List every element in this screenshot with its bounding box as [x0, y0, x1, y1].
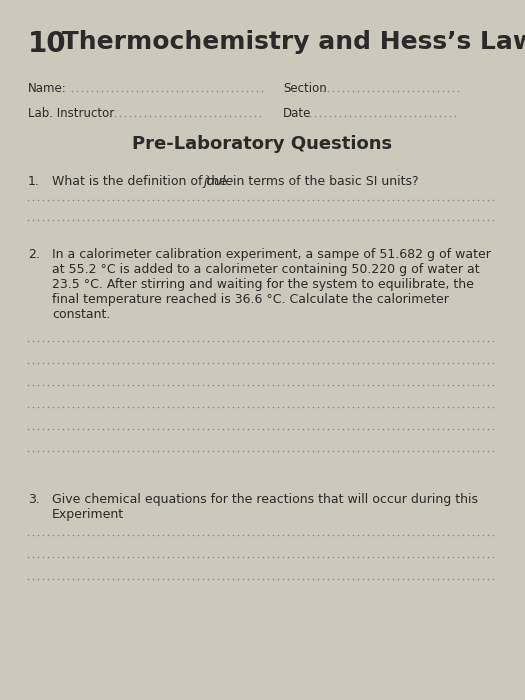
- Text: 23.5 °C. After stirring and waiting for the system to equilibrate, the: 23.5 °C. After stirring and waiting for …: [52, 278, 474, 291]
- Text: in terms of the basic SI units?: in terms of the basic SI units?: [229, 175, 418, 188]
- Text: joule: joule: [204, 175, 234, 188]
- Text: 10: 10: [28, 30, 67, 58]
- Text: 1.: 1.: [28, 175, 40, 188]
- Text: Thermochemistry and Hess’s Law: Thermochemistry and Hess’s Law: [53, 30, 525, 54]
- Text: Experiment: Experiment: [52, 508, 124, 521]
- Text: Pre-Laboratory Questions: Pre-Laboratory Questions: [132, 135, 392, 153]
- Text: 3.: 3.: [28, 493, 40, 506]
- Text: constant.: constant.: [52, 308, 110, 321]
- Text: What is the definition of the: What is the definition of the: [52, 175, 231, 188]
- Text: at 55.2 °C is added to a calorimeter containing 50.220 g of water at: at 55.2 °C is added to a calorimeter con…: [52, 263, 480, 276]
- Text: Section: Section: [283, 82, 327, 95]
- Text: final temperature reached is 36.6 °C. Calculate the calorimeter: final temperature reached is 36.6 °C. Ca…: [52, 293, 449, 306]
- Text: In a calorimeter calibration experiment, a sampe of 51.682 g of water: In a calorimeter calibration experiment,…: [52, 248, 491, 261]
- Text: Name:: Name:: [28, 82, 67, 95]
- Text: Give chemical equations for the reactions that will occur during this: Give chemical equations for the reaction…: [52, 493, 478, 506]
- Text: Date: Date: [283, 107, 311, 120]
- Text: Lab. Instructor: Lab. Instructor: [28, 107, 114, 120]
- Text: 2.: 2.: [28, 248, 40, 261]
